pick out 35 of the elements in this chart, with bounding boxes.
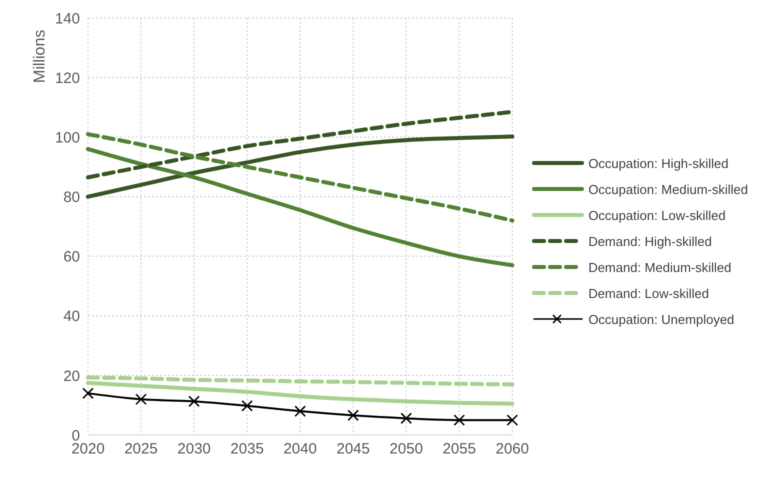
y-tick-label: 100	[54, 129, 80, 146]
legend-label: Occupation: High-skilled	[588, 156, 728, 170]
x-tick-label: 2050	[390, 440, 423, 458]
x-tick-label: 2045	[336, 440, 370, 458]
x-tick-label: 2060	[496, 440, 529, 458]
x-tick-label: 2055	[442, 440, 476, 458]
line-series	[86, 147, 514, 268]
line-series	[86, 134, 514, 199]
point	[294, 405, 306, 417]
x-tick-label: 2035	[230, 440, 264, 458]
x-tick-label: 2025	[124, 440, 158, 458]
x-tick-label: 2030	[177, 440, 211, 458]
y-tick-label: 140	[54, 10, 80, 28]
line-series	[86, 132, 514, 223]
point	[188, 396, 200, 408]
y-axis-title: Millions	[31, 30, 48, 83]
legend-label: Demand: Low-skilled	[588, 286, 709, 300]
legend-label: Demand: High-skilled	[588, 234, 712, 248]
y-tick-label: 120	[54, 70, 80, 87]
legend-label: Demand: Medium-skilled	[588, 260, 732, 274]
y-tick-label: 40	[63, 308, 80, 326]
legend-label: Occupation: Low-skilled	[588, 208, 726, 222]
legend-label: Occupation: Medium-skilled	[588, 182, 748, 196]
legend-label: Occupation: Unemployed	[588, 312, 734, 326]
y-tick-label: 60	[63, 248, 80, 266]
point	[506, 414, 518, 426]
point	[241, 400, 253, 412]
x-tick-label: 2040	[283, 440, 317, 458]
point	[135, 394, 147, 406]
y-tick-label: 80	[63, 189, 80, 206]
y-tick-label: 20	[63, 368, 80, 385]
point	[82, 388, 94, 400]
point	[400, 412, 412, 424]
point	[454, 414, 466, 426]
point	[347, 410, 359, 422]
